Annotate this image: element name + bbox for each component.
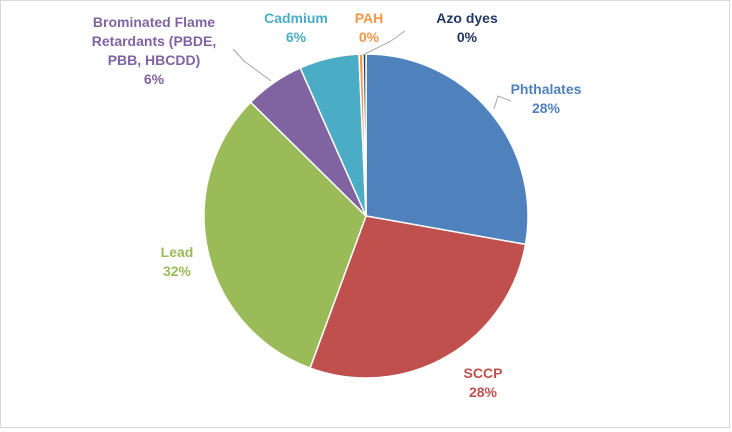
pie-slice-sccp — [309, 215, 527, 379]
leader-line — [493, 95, 512, 110]
data-label-brominated-flame-retardants-pbde-pbb-hbcdd: Brominated Flame Retardants (PBDE, PBB, HB… — [92, 14, 216, 87]
data-label-azo-dyes: Azo dyes 0% — [436, 10, 498, 45]
data-label-cadmium: Cadmium 6% — [264, 10, 328, 45]
leader-line — [362, 30, 406, 56]
leader-line — [232, 48, 272, 82]
data-label-phthalates: Phthalates 28% — [511, 81, 582, 116]
data-label-pah: PAH 0% — [355, 10, 384, 45]
pie-slice-lead — [203, 101, 367, 370]
data-label-sccp: SCCP 28% — [464, 365, 503, 400]
data-label-lead: Lead 32% — [161, 244, 194, 279]
pie-slice-phthalates — [365, 53, 529, 246]
